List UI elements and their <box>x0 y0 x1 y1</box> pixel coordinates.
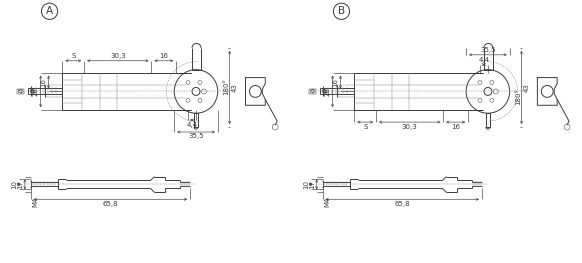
Text: 43: 43 <box>232 83 237 92</box>
Text: S: S <box>71 53 76 59</box>
Text: 65,8: 65,8 <box>102 201 118 207</box>
Text: M4: M4 <box>325 196 331 207</box>
Text: S: S <box>363 124 367 130</box>
Text: A: A <box>46 6 53 16</box>
Text: 4,4: 4,4 <box>478 57 489 63</box>
Text: 16: 16 <box>332 78 339 87</box>
Text: 180°: 180° <box>223 78 230 95</box>
Text: 30,3: 30,3 <box>402 124 418 130</box>
Text: B: B <box>338 6 345 16</box>
Text: 16: 16 <box>41 78 47 87</box>
Text: F1: F1 <box>30 89 36 94</box>
Text: F1: F1 <box>322 89 328 94</box>
Text: 30,3: 30,3 <box>110 53 126 59</box>
Bar <box>17 89 24 94</box>
Text: 16: 16 <box>451 124 460 130</box>
Text: 17: 17 <box>309 180 315 189</box>
Text: 65,8: 65,8 <box>395 201 410 207</box>
Text: 43: 43 <box>524 83 530 92</box>
Text: 16: 16 <box>159 53 168 59</box>
Text: 35,5: 35,5 <box>480 47 496 53</box>
Text: 26: 26 <box>325 87 331 96</box>
Text: 10: 10 <box>12 180 17 189</box>
Text: 26: 26 <box>33 87 38 96</box>
Text: M4: M4 <box>33 196 39 207</box>
Text: F2: F2 <box>310 89 315 94</box>
Text: 180°: 180° <box>516 88 521 105</box>
Bar <box>309 89 316 94</box>
Text: 35,5: 35,5 <box>188 134 204 139</box>
Text: 17: 17 <box>17 180 23 189</box>
Text: F2: F2 <box>18 89 24 94</box>
Text: 10: 10 <box>303 180 309 189</box>
Text: 4,4: 4,4 <box>187 122 197 128</box>
